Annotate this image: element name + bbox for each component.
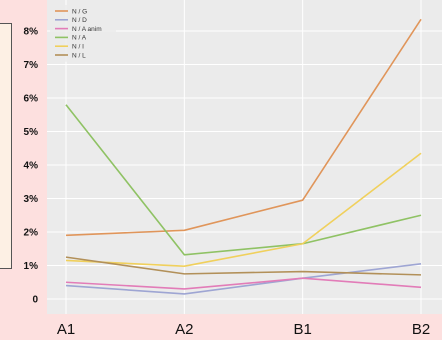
y-axis: 0 1% 2% 3% 4% 5% 6% 7% 8% [24, 27, 39, 306]
legend-label: N / G [72, 8, 87, 15]
y-tick-label: 8% [24, 27, 39, 38]
x-axis: A1 A2 B1 B2 [57, 321, 430, 338]
series-line [65, 152, 422, 267]
x-tick-label: B2 [412, 321, 430, 338]
y-tick-label: 6% [24, 94, 39, 105]
legend-label: N / A anim [72, 26, 102, 33]
series-line [65, 256, 422, 276]
legend-label: N / L [72, 52, 86, 59]
series-lines [65, 18, 422, 295]
y-tick-label: 0 [32, 295, 38, 306]
series-line [65, 104, 422, 256]
y-tick-label: 7% [24, 60, 39, 71]
y-tick-label: 5% [24, 127, 39, 138]
legend-label: N / D [72, 17, 87, 24]
legend-label: N / A [72, 35, 87, 42]
legend: N / G N / D N / A anim N / A N / IN / L [50, 5, 116, 62]
x-tick-label: B1 [293, 321, 311, 338]
x-tick-label: A2 [175, 321, 193, 338]
y-tick-label: 2% [24, 228, 39, 239]
series-line [65, 277, 422, 290]
y-tick-label: 3% [24, 194, 39, 205]
legend-label: N / I [72, 44, 84, 51]
series-line [65, 263, 422, 295]
side-panel [0, 23, 12, 269]
y-tick-label: 1% [24, 261, 39, 272]
x-tick-label: A1 [57, 321, 75, 338]
y-tick-label: 4% [24, 161, 39, 172]
series-line [65, 18, 422, 237]
